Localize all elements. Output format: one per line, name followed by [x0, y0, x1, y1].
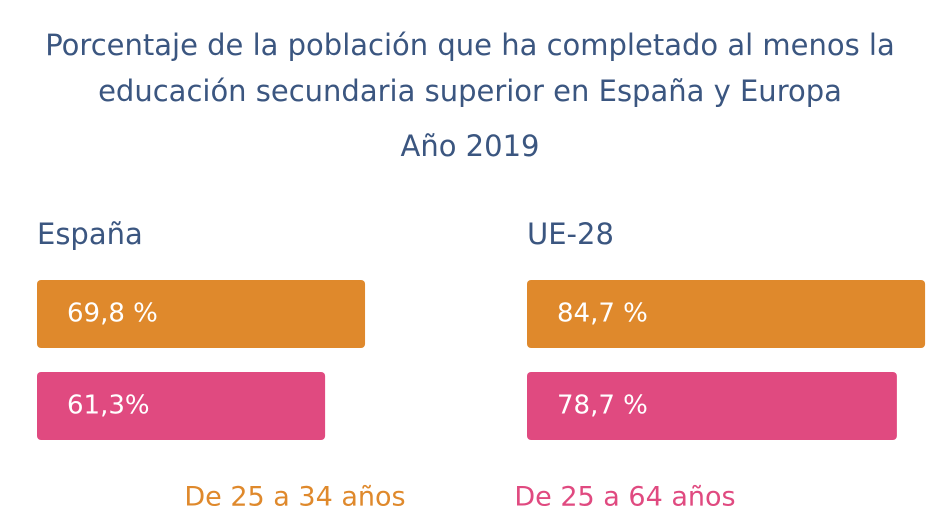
bar: [527, 280, 926, 348]
value-label: 84,7 %: [557, 299, 648, 329]
bar: [527, 372, 897, 440]
chart-subtitle: Año 2019: [401, 129, 540, 163]
value-label: 69,8 %: [67, 299, 158, 329]
bar: [37, 280, 366, 348]
bar: [37, 372, 326, 440]
legend-entry: De 25 a 64 años: [514, 482, 735, 513]
chart-title: Porcentaje de la población que ha comple…: [45, 28, 895, 108]
legend-entry: De 25 a 34 años: [184, 482, 405, 513]
value-label: 61,3%: [67, 391, 150, 421]
panel-label: España: [37, 217, 143, 251]
value-label: 78,7 %: [557, 391, 648, 421]
panel-label: UE-28: [527, 217, 614, 251]
